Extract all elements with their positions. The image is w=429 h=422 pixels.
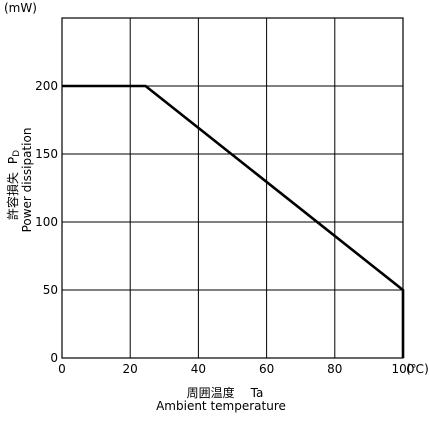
x-unit-label: (℃) xyxy=(406,362,429,376)
x-tick-label-3: 60 xyxy=(259,362,274,376)
y-tick-label-2: 100 xyxy=(35,215,58,229)
x-axis-title-ja-text: 周囲温度 xyxy=(187,385,235,400)
y-axis-title-en: Power dissipation xyxy=(20,128,34,233)
x-axis-title: 周囲温度 Ta Ambient temperature xyxy=(156,385,286,413)
x-tick-label-4: 80 xyxy=(327,362,342,376)
plot-frame xyxy=(62,18,403,358)
y-tick-label-0: 0 xyxy=(50,351,58,365)
grid-layer xyxy=(62,18,403,358)
x-axis-title-ja: 周囲温度 Ta xyxy=(187,385,264,400)
y-unit-label: (mW) xyxy=(4,1,37,15)
y-tick-label-3: 150 xyxy=(35,147,58,161)
x-tick-label-2: 40 xyxy=(191,362,206,376)
y-tick-label-4: 200 xyxy=(35,79,58,93)
x-tick-label-1: 20 xyxy=(123,362,138,376)
y-axis-title-symbol-p: P xyxy=(6,157,20,164)
x-axis-title-symbol: Ta xyxy=(250,386,264,400)
x-tick-label-0: 0 xyxy=(58,362,66,376)
y-tick-label-1: 50 xyxy=(43,283,58,297)
y-axis-title: 許容損失PD Power dissipation xyxy=(5,128,34,233)
x-axis-title-en: Ambient temperature xyxy=(156,399,286,413)
y-axis-title-ja-text: 許容損失 xyxy=(5,172,20,220)
